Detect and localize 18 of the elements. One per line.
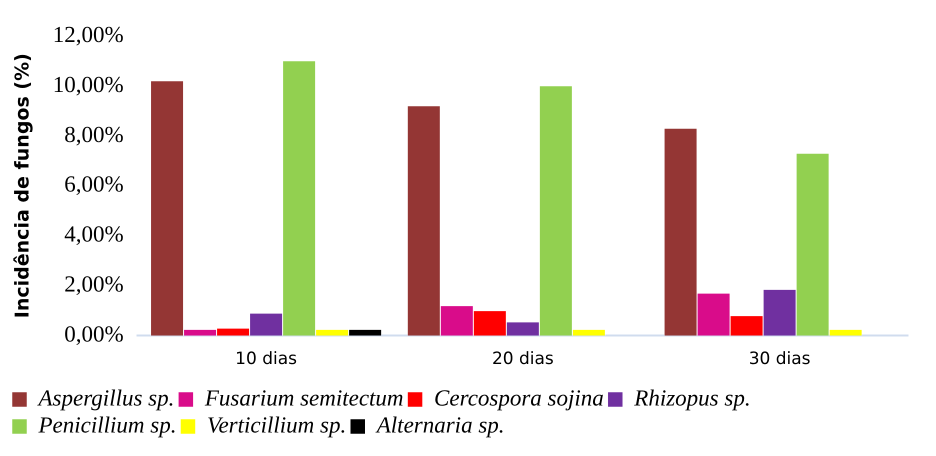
- y-tick-label: 4,00%: [64, 222, 124, 247]
- x-tick-label: 20 dias: [492, 349, 554, 370]
- y-axis-title: Incidência de fungos (%): [11, 53, 34, 318]
- legend-label: Fusarium semitectum: [204, 386, 404, 411]
- x-tick-label: 10 dias: [235, 349, 298, 370]
- y-tick-label: 0,00%: [64, 322, 124, 347]
- legend-label: Aspergillus sp.: [36, 386, 174, 411]
- y-tick-label: 10,00%: [52, 72, 124, 97]
- x-tick-label: 30 dias: [748, 349, 811, 370]
- y-tick-label: 2,00%: [64, 272, 124, 297]
- y-tick-label: 12,00%: [52, 22, 124, 47]
- legend-label: Penicillium sp.: [38, 412, 176, 438]
- legend-label: Verticillium sp.: [206, 412, 346, 438]
- legend-label: Cercospora sojina: [434, 386, 604, 411]
- y-tick-label: 6,00%: [64, 172, 124, 197]
- legend-label: Rhizopus sp.: [633, 386, 751, 411]
- legend-label: Alternaria sp.: [374, 412, 505, 438]
- y-tick-label: 8,00%: [64, 122, 124, 147]
